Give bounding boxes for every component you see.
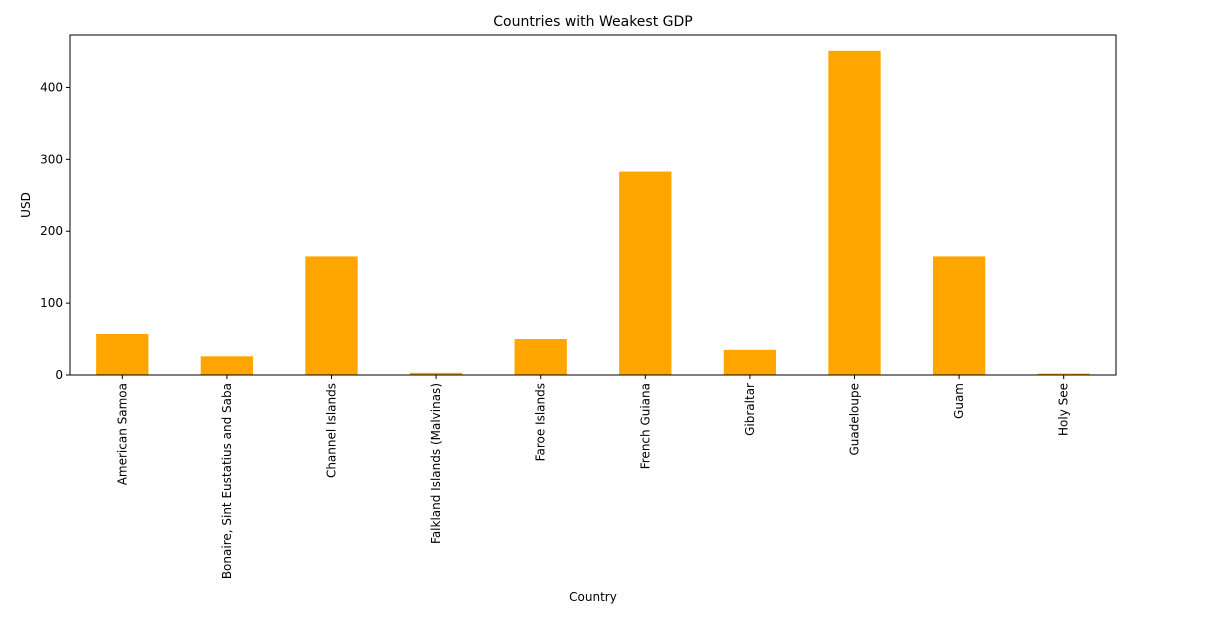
x-tick-label-6: Gibraltar [743, 383, 757, 436]
x-axis-label: Country [569, 590, 617, 604]
x-tick-label-0: American Samoa [115, 383, 129, 485]
bar-5 [619, 171, 672, 375]
x-tick-label-7: Guadeloupe [848, 383, 862, 456]
x-tick-label-2: Channel Islands [325, 383, 339, 478]
x-tick-label-8: Guam [952, 383, 966, 419]
bar-4 [514, 339, 567, 375]
y-axis: 0 100 200 300 400 [40, 80, 70, 382]
x-tick-label-4: Faroe Islands [534, 383, 548, 461]
x-tick-label-3: Falkland Islands (Malvinas) [429, 383, 443, 544]
y-tick-label-0: 0 [55, 368, 63, 382]
bar-0 [96, 334, 149, 375]
x-tick-label-1: Bonaire, Sint Eustatius and Saba [220, 383, 234, 579]
bar-8 [932, 256, 986, 375]
bars-group [96, 50, 1090, 376]
bar-9 [1037, 373, 1090, 375]
bar-1 [200, 356, 254, 375]
y-axis-label: USD [19, 192, 33, 218]
x-tick-label-9: Holy See [1057, 383, 1071, 436]
plot-frame [69, 34, 1117, 376]
bar-7 [828, 50, 881, 376]
bar-3 [409, 372, 463, 375]
bar-6 [723, 349, 777, 375]
bar-2 [305, 256, 358, 375]
chart-title: Countries with Weakest GDP [493, 14, 692, 30]
y-tick-label-2: 200 [40, 224, 63, 238]
x-axis: American Samoa Bonaire, Sint Eustatius an… [115, 375, 1071, 579]
y-tick-label-1: 100 [40, 296, 63, 310]
y-tick-label-4: 400 [40, 80, 63, 94]
x-tick-label-5: French Guiana [638, 383, 652, 469]
y-tick-label-3: 300 [40, 152, 63, 166]
